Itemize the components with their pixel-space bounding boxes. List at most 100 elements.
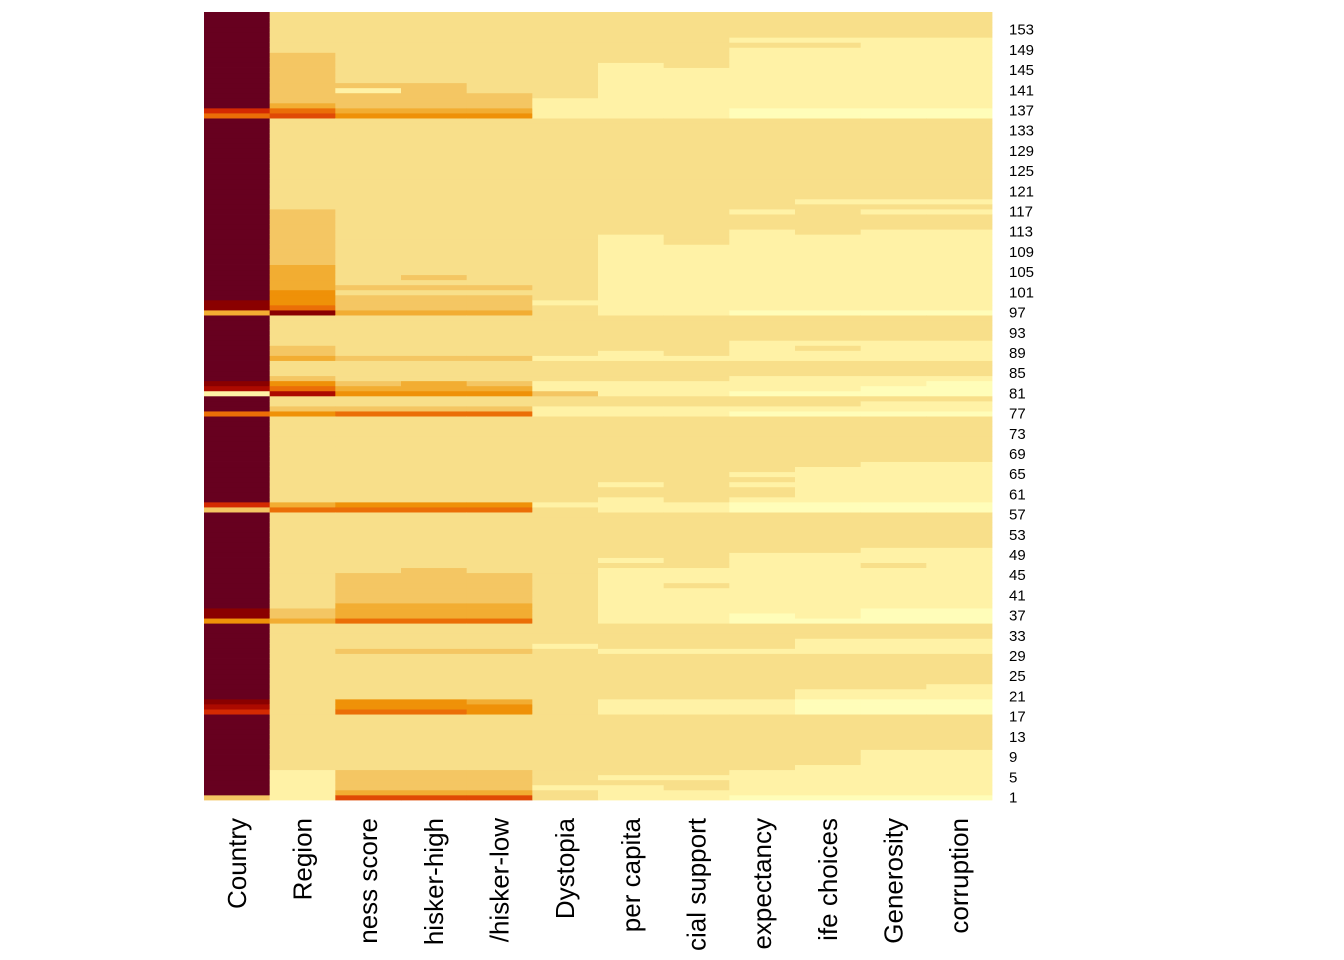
- heatmap-cell: [860, 471, 927, 478]
- row-tick-label: 57: [1009, 507, 1026, 524]
- heatmap-cell: [795, 128, 862, 134]
- heatmap-cell: [401, 52, 468, 58]
- heatmap-cell: [466, 47, 533, 53]
- heatmap-cell: [729, 17, 796, 23]
- heatmap-cell: [204, 62, 271, 68]
- heatmap-cell: [860, 168, 927, 175]
- heatmap-cell: [204, 350, 271, 356]
- heatmap-cell: [926, 759, 993, 766]
- heatmap-cell: [795, 729, 862, 735]
- heatmap-cell: [860, 466, 927, 473]
- heatmap-cell: [401, 582, 468, 589]
- heatmap-cell: [663, 683, 730, 690]
- row-tick-label: 41: [1009, 587, 1026, 604]
- heatmap-cell: [729, 527, 796, 533]
- heatmap-cell: [532, 789, 599, 796]
- heatmap-cell: [598, 764, 665, 771]
- heatmap-cell: [729, 719, 796, 725]
- heatmap-cell: [532, 698, 599, 705]
- heatmap-cell: [532, 567, 599, 574]
- heatmap-cell: [401, 320, 468, 326]
- heatmap-cell: [269, 113, 336, 119]
- heatmap-cell: [532, 507, 599, 513]
- heatmap-cell: [532, 355, 599, 361]
- heatmap-cell: [204, 107, 271, 114]
- heatmap-cell: [795, 209, 862, 215]
- heatmap-cell: [860, 360, 927, 366]
- heatmap-cell: [466, 698, 533, 705]
- heatmap-cell: [598, 663, 665, 670]
- heatmap-cell: [795, 17, 862, 23]
- heatmap-cell: [269, 613, 336, 619]
- heatmap-cell: [401, 592, 468, 599]
- heatmap-cell: [401, 390, 468, 397]
- heatmap-cell: [401, 441, 468, 447]
- heatmap-cell: [532, 522, 599, 528]
- heatmap-cell: [926, 239, 993, 245]
- heatmap-cell: [401, 446, 468, 452]
- heatmap-cell: [729, 476, 796, 483]
- heatmap-cell: [795, 138, 862, 144]
- heatmap-cell: [401, 476, 468, 483]
- heatmap-cell: [269, 92, 336, 99]
- heatmap-cell: [729, 395, 796, 402]
- heatmap-cell: [598, 214, 665, 220]
- heatmap-cell: [335, 416, 402, 422]
- heatmap-cell: [269, 87, 336, 94]
- heatmap-cell: [335, 476, 402, 483]
- heatmap-cell: [860, 451, 927, 457]
- heatmap-cell: [466, 734, 533, 740]
- heatmap-cell: [729, 385, 796, 392]
- heatmap-cell: [926, 209, 993, 215]
- heatmap-cell: [269, 734, 336, 740]
- row-tick-label: 129: [1009, 143, 1034, 160]
- heatmap-cell: [663, 693, 730, 700]
- heatmap-cell: [729, 633, 796, 639]
- heatmap-cell: [663, 567, 730, 574]
- heatmap-cell: [335, 385, 402, 392]
- row-tick-label: 25: [1009, 668, 1026, 685]
- heatmap-cell: [795, 527, 862, 533]
- heatmap-cell: [532, 466, 599, 473]
- heatmap-cell: [598, 603, 665, 609]
- heatmap-cell: [795, 446, 862, 452]
- heatmap-cell: [598, 138, 665, 144]
- heatmap-cell: [466, 113, 533, 119]
- heatmap-cell: [532, 299, 599, 306]
- heatmap-cell: [860, 209, 927, 215]
- heatmap-cell: [663, 82, 730, 89]
- heatmap-cell: [532, 577, 599, 584]
- heatmap-cell: [860, 618, 927, 624]
- heatmap-cell: [663, 214, 730, 220]
- heatmap-cell: [401, 183, 468, 190]
- heatmap-cell: [532, 92, 599, 99]
- heatmap-cell: [795, 739, 862, 745]
- column-tick-label: Country: [222, 818, 252, 909]
- heatmap-cell: [860, 330, 927, 336]
- heatmap-cell: [269, 128, 336, 134]
- heatmap-cell: [795, 264, 862, 271]
- row-tick-label: 101: [1009, 284, 1034, 301]
- heatmap-cell: [795, 517, 862, 523]
- heatmap-cell: [860, 370, 927, 377]
- heatmap-cell: [598, 294, 665, 301]
- heatmap-cell: [598, 330, 665, 336]
- heatmap-cell: [729, 62, 796, 68]
- heatmap-cell: [466, 138, 533, 144]
- heatmap-cell: [269, 320, 336, 326]
- heatmap-cell: [860, 390, 927, 397]
- heatmap-cell: [729, 72, 796, 79]
- heatmap-cell: [926, 138, 993, 144]
- heatmap-cell: [598, 537, 665, 543]
- heatmap-cell: [795, 603, 862, 609]
- heatmap-cell: [860, 421, 927, 427]
- heatmap-cell: [729, 552, 796, 558]
- heatmap-cell: [598, 269, 665, 276]
- heatmap-cell: [532, 57, 599, 63]
- heatmap-cell: [269, 390, 336, 397]
- heatmap-cell: [401, 163, 468, 169]
- heatmap-cell: [926, 350, 993, 356]
- heatmap-cell: [269, 729, 336, 735]
- heatmap-cell: [466, 542, 533, 548]
- heatmap-cell: [598, 102, 665, 109]
